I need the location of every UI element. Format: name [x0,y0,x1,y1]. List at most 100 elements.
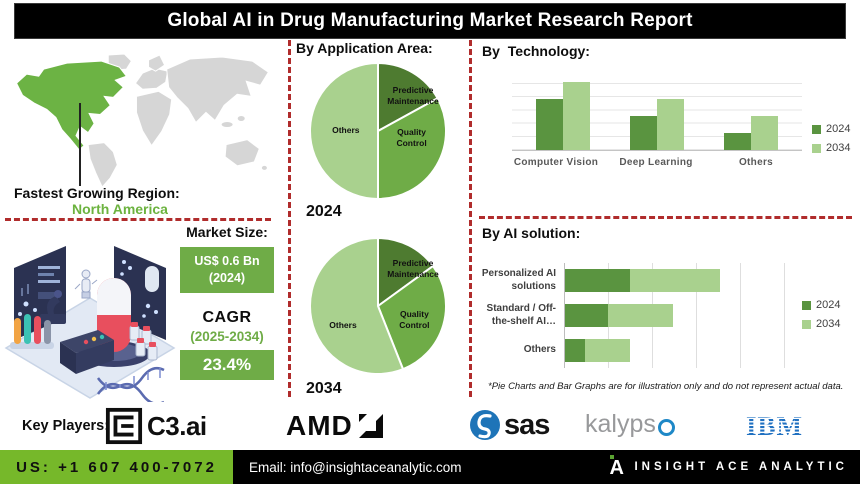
market-size-panel: Market Size: US$ 0.6 Bn (2024) CAGR (202… [180,224,274,380]
c3ai-wordmark: C3.ai [147,410,207,441]
technology-bar-chart [512,72,802,151]
cagr-value-box: 23.4% [180,349,274,380]
sas-wordmark: sas [504,408,550,441]
market-size-value-box: US$ 0.6 Bn (2024) [180,247,274,293]
legend-row-2034: 2034 [812,142,850,154]
fastest-region-value: North America [72,201,168,217]
legend-swatch-icon [802,300,811,310]
map-new-zealand [260,164,268,171]
world-map [8,52,276,188]
map-asia [166,56,270,124]
pie-2024-label-others: Others [332,125,360,136]
amd-wordmark: AMD [286,410,353,441]
market-size-value: US$ 0.6 Bn [194,254,260,268]
logo-sas: sas [468,408,550,442]
logo-amd: AMD [286,410,384,442]
insight-ace-icon: A [609,455,625,479]
pie-slice-1 [377,96,447,201]
cagr-period: (2025-2034) [190,328,264,344]
cagr-label: CAGR [202,308,252,326]
tech-bar-2034 [751,116,778,150]
pie-slice-2 [309,236,405,375]
application-area-heading: By Application Area: [296,40,433,56]
logo-ibm: IBM [745,412,815,440]
map-philippines [236,114,246,123]
phone-number: US: +1 607 400-7072 [0,450,233,484]
pie-2024-label-quality-control: Quality Control [396,126,427,148]
tech-bar-group-1 [630,99,684,150]
page-title: Global AI in Drug Manufacturing Market R… [167,10,693,31]
map-south-america [87,142,118,188]
pie-2034-label-others: Others [329,320,357,330]
solution-bar-segment-2024 [565,269,630,292]
tech-bar-2024 [536,99,563,150]
brand-name: INSIGHT ACE ANALYTIC [634,461,848,473]
market-size-label: Market Size: [186,224,268,240]
lab-capsule [97,278,131,352]
map-indonesia [220,121,234,129]
disclaimer-footnote: *Pie Charts and Bar Graphs are for illus… [488,381,844,392]
tech-category-label: Computer Vision [513,157,599,168]
market-size-year: (2024) [208,270,246,285]
tech-bar-group-2 [724,116,778,150]
map-callout-line [79,103,81,186]
lab-robot [74,269,98,299]
pie-slice-1 [376,264,447,371]
pie-chart-2024: Predictive Maintenance Quality Control O… [308,61,448,201]
pie-2034-year-label: 2034 [306,380,342,397]
map-africa [135,90,173,147]
tech-bar-group-0 [536,82,590,150]
tech-category-label: Others [738,157,774,168]
legend-row-2024: 2024 [812,123,850,135]
map-north-america-highlight [15,60,128,151]
solution-category-label: Others [523,344,556,356]
legend-label: 2024 [826,123,851,135]
lab-screen-capsule-icon [145,266,159,292]
logo-c3ai: C3.ai [105,407,207,445]
lab-vials [129,322,158,361]
svg-text:IBM: IBM [746,412,803,440]
logo-kalypso: kalyps [585,410,675,439]
ibm-striped-wordmark: IBM [746,412,803,440]
ai-solution-category-labels: Personalized AI solutions Standard / Off-… [470,263,564,368]
world-map-graphic [15,53,270,188]
divider-horizontal-left [5,218,271,221]
ai-solution-heading: By AI solution: [482,225,581,241]
divider-vertical-right [469,40,472,397]
fastest-region-label: Fastest Growing Region: [14,185,180,201]
technology-category-labels: Computer Vision Deep Learning Others [506,157,806,168]
contact-bar: US: +1 607 400-7072 Email: info@insighta… [0,450,860,484]
tech-bar-2034 [657,99,684,150]
insight-ace-icon-a: A [609,457,624,479]
solution-bar-row [565,298,816,333]
ai-solution-plot [564,263,816,368]
pie-chart-2034: Predictive Maintenance Quality Control O… [308,236,448,376]
solution-category-label: Standard / Off-the-shelf AI… [486,303,556,327]
pie-2034-label-quality-control: Quality Control [399,308,430,330]
technology-heading: By Technology: [482,43,590,59]
solution-bar-segment-2034 [585,339,630,362]
technology-legend: 2024 2034 [812,123,850,154]
kalypso-wordmark: kalyps [585,410,656,438]
pie-slice-0 [377,236,435,308]
lab-test-tubes [10,314,54,349]
brand-lockup: A INSIGHT ACE ANALYTIC [609,455,848,479]
map-europe [134,67,169,90]
solution-bar-segment-2024 [565,339,585,362]
solution-bar-segment-2034 [608,304,673,327]
solution-bar-segment-2034 [630,269,720,292]
ai-solution-bar-chart: Personalized AI solutions Standard / Off-… [470,263,816,368]
c3ai-icon [105,407,143,445]
map-australia [224,139,260,167]
lab-dna-rungs [105,368,161,390]
pie-slice-2 [309,61,379,201]
solution-category-label: Personalized AI solutions [481,268,556,292]
lab-console [60,330,114,374]
lab-illustration [2,226,178,405]
solution-bar-row [565,263,816,298]
legend-label: 2024 [816,299,841,311]
legend-row-2024: 2024 [802,299,840,311]
lab-microscope [40,290,66,324]
pie-2024-label-predictive-maintenance: Predictive Maintenance [387,84,439,106]
